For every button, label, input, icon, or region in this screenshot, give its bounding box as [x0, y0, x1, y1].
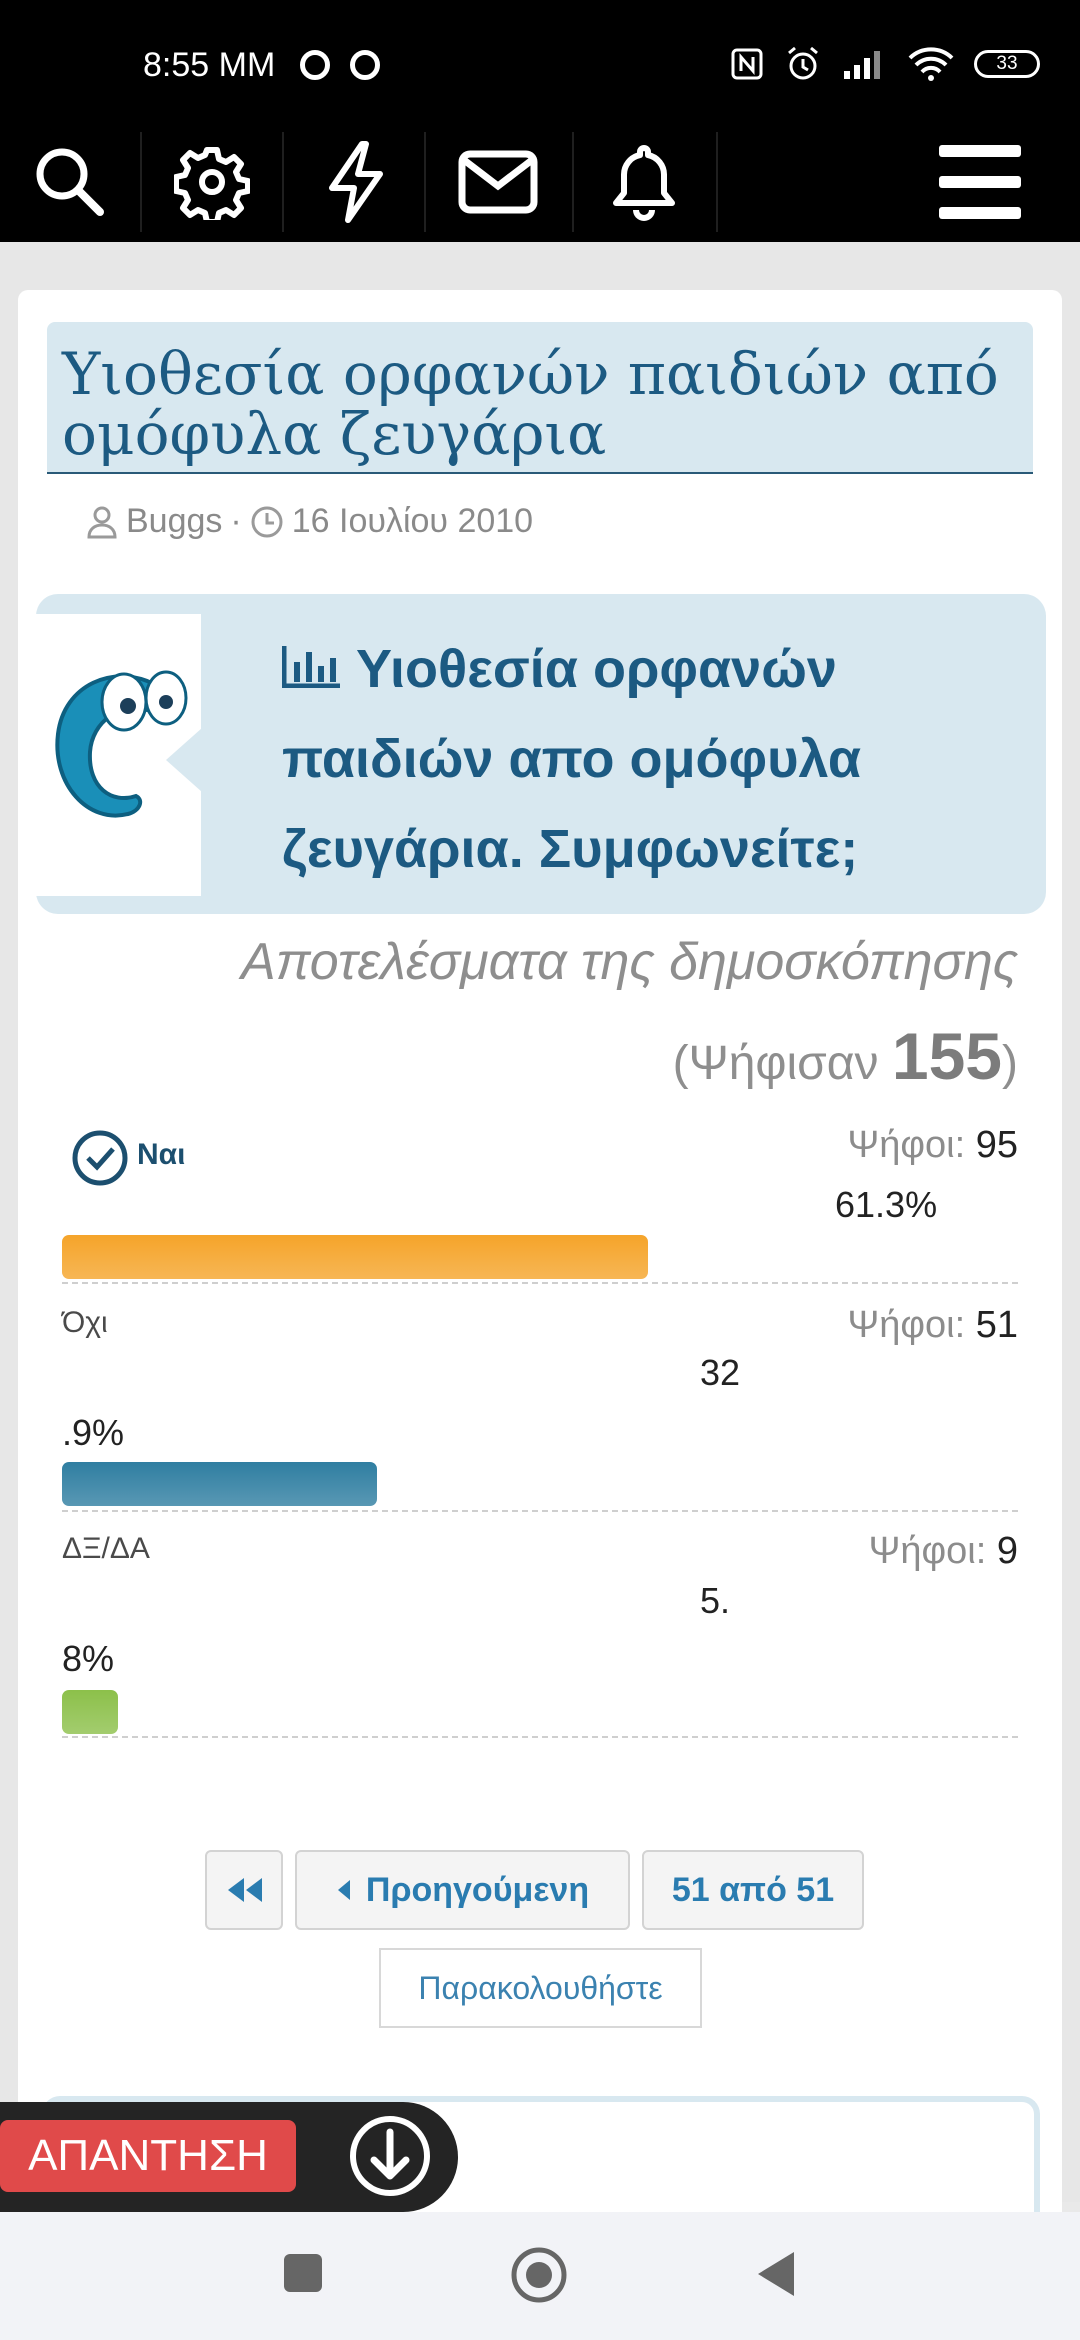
poll-option-label: Όχι [62, 1306, 108, 1339]
avatar-pointer [166, 728, 202, 792]
user-icon [87, 506, 117, 538]
nav-divider [282, 132, 284, 232]
bell-icon [613, 145, 675, 221]
status-time: 8:55 MM [143, 46, 276, 84]
page-indicator-button[interactable]: 51 από 51 [642, 1850, 864, 1930]
chrome-icon [300, 50, 330, 80]
poll-chart-icon [282, 646, 340, 688]
poll-divider [62, 1736, 1018, 1738]
previous-page-button[interactable]: Προηγούμενη [295, 1850, 630, 1930]
poll-box [36, 594, 1046, 914]
double-chevron-left-icon [228, 1878, 262, 1902]
poll-question-text: Υιοθεσία ορφανών παιδιών απο ομόφυλα ζευ… [282, 639, 862, 879]
thread-meta: Buggs · 16 Ιουλίου 2010 [86, 502, 533, 541]
first-page-button[interactable] [205, 1850, 283, 1930]
previous-page-label: Προηγούμενη [365, 1870, 590, 1909]
thread-title-box [47, 322, 1033, 474]
search-button[interactable] [0, 122, 140, 242]
scroll-down-button[interactable] [348, 2114, 432, 2198]
nfc-icon [731, 48, 763, 80]
votes-label: Ψήφοι: [847, 1124, 976, 1166]
poll-question: Υιοθεσία ορφανών παιδιών απο ομόφυλα ζευ… [282, 624, 1022, 894]
votes-value: 9 [996, 1530, 1018, 1572]
menu-button[interactable] [910, 122, 1050, 242]
arrow-down-circle-icon [350, 2116, 430, 2196]
voters-count: 155 [891, 1019, 1003, 1093]
poll-option-percent: 32 [700, 1352, 741, 1393]
poll-option-label: ΔΞ/ΔΑ [62, 1532, 150, 1565]
back-icon[interactable] [756, 2250, 796, 2298]
voted-check-icon [72, 1130, 128, 1186]
thread-title: Υιοθεσία ορφανών παιδιών από ομόφυλα ζευ… [62, 340, 999, 468]
signal-icon [844, 51, 880, 79]
poll-option-votes: Ψήφοι: 9 [869, 1530, 1018, 1573]
battery-indicator: 33 [974, 50, 1040, 78]
home-icon[interactable] [510, 2246, 568, 2304]
poll-option-percent: 61.3% [835, 1184, 938, 1225]
meta-separator: · [230, 502, 242, 540]
poll-divider [62, 1510, 1018, 1512]
poll-voters: (Ψήφισαν 155) [673, 1018, 1018, 1094]
nav-divider [572, 132, 574, 232]
gear-icon [174, 147, 250, 220]
whats-new-button[interactable] [286, 122, 426, 242]
alarm-icon [788, 46, 818, 80]
poll-mascot-image [55, 670, 188, 818]
poll-option-votes: Ψήφοι: 51 [848, 1304, 1019, 1347]
poll-option-label: Ναι [137, 1138, 186, 1171]
recents-icon[interactable] [282, 2252, 324, 2294]
poll-option-bar [62, 1235, 648, 1279]
votes-label: Ψήφοι: [847, 1304, 976, 1346]
poll-option-percent: 5. [700, 1580, 731, 1621]
menu-icon [939, 145, 1021, 219]
caret-left-icon [337, 1880, 350, 1900]
clock-icon [251, 506, 283, 537]
watch-thread-button[interactable]: Παρακολουθήστε [379, 1948, 702, 2028]
thread-date[interactable]: 16 Ιουλίου 2010 [291, 502, 534, 540]
messages-button[interactable] [428, 122, 568, 242]
settings-button[interactable] [142, 122, 282, 242]
reply-button[interactable]: ΑΠΑΝΤΗΣΗ [0, 2120, 296, 2192]
poll-results-title: Αποτελέσματα της δημοσκόπησης [241, 933, 1018, 991]
nav-divider [140, 132, 142, 232]
search-icon [36, 148, 104, 216]
poll-option-percent: .9% [62, 1412, 125, 1453]
poll-option-bar [62, 1462, 377, 1506]
voters-prefix: (Ψήφισαν [672, 1037, 892, 1090]
bolt-icon [329, 141, 383, 223]
chrome-icon [350, 50, 380, 80]
voters-suffix: ) [1002, 1037, 1018, 1090]
wifi-icon [908, 47, 954, 81]
thread-author[interactable]: Buggs [126, 502, 223, 540]
poll-option-percent: 8% [62, 1638, 115, 1679]
top-navbar [0, 122, 1080, 242]
status-bar: 8:55 MM 33 [0, 0, 1080, 122]
poll-divider [62, 1282, 1018, 1284]
votes-label: Ψήφοι: [868, 1530, 997, 1572]
nav-divider [716, 132, 718, 232]
alerts-button[interactable] [574, 122, 714, 242]
votes-value: 51 [975, 1304, 1018, 1346]
nav-divider [424, 132, 426, 232]
status-icons: 33 [730, 44, 1040, 84]
avatar[interactable] [36, 614, 201, 896]
votes-value: 95 [975, 1124, 1018, 1166]
poll-option-votes: Ψήφοι: 95 [848, 1124, 1019, 1167]
envelope-icon [458, 150, 538, 214]
poll-option-bar [62, 1690, 118, 1734]
system-navigation-bar [0, 2212, 1080, 2340]
